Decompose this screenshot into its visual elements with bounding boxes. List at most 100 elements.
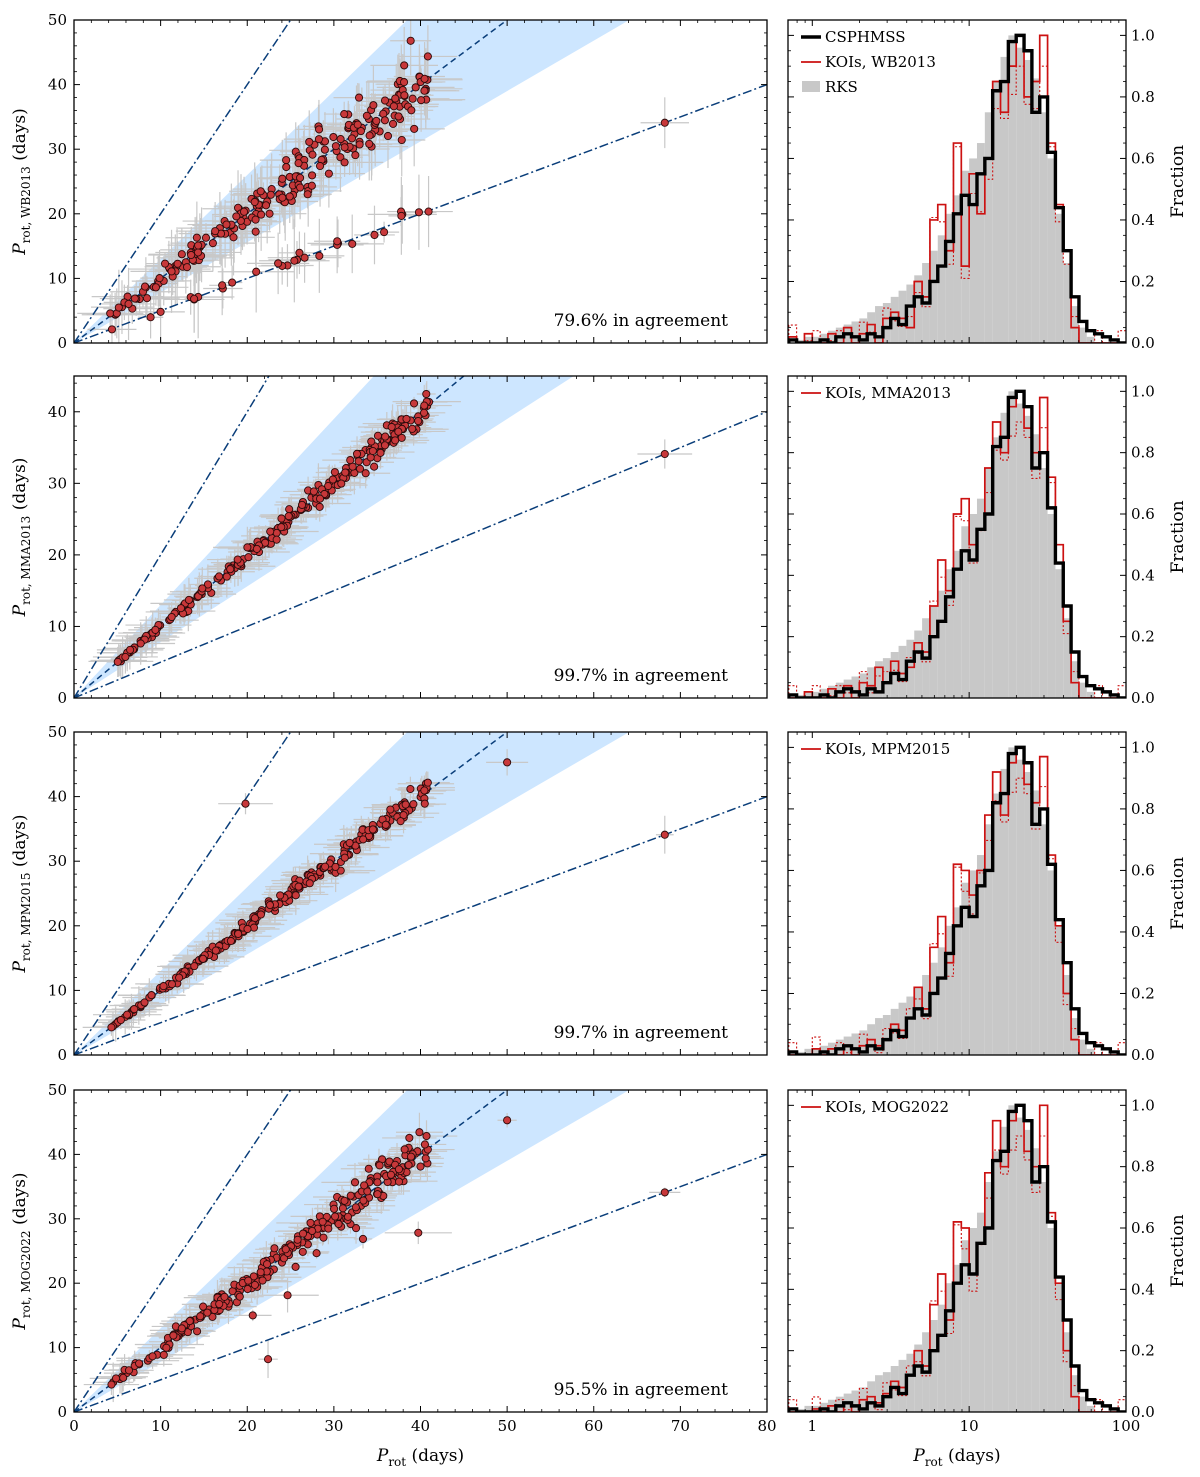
- y-tick-label: 0.0: [1131, 334, 1155, 352]
- legend-item: KOIs, MMA2013: [801, 384, 951, 402]
- rks-bar: [929, 250, 938, 343]
- data-point: [394, 1165, 404, 1174]
- data-point: [151, 625, 160, 634]
- rks-bar: [851, 1390, 860, 1412]
- y-tick-label: 1.0: [1131, 738, 1155, 756]
- data-point: [404, 1161, 413, 1170]
- data-point: [308, 171, 317, 180]
- data-point: [331, 862, 340, 871]
- data-point: [190, 962, 199, 971]
- data-point: [331, 1212, 340, 1221]
- data-point: [159, 982, 168, 991]
- rks-bar: [804, 1405, 813, 1412]
- rks-bar: [945, 569, 954, 698]
- y-tick-label: 0: [57, 334, 67, 352]
- data-point: [283, 1291, 292, 1300]
- data-point: [284, 512, 293, 521]
- rks-bar: [961, 526, 970, 698]
- rks-bar: [1063, 263, 1072, 343]
- legend-label: KOIs, MMA2013: [825, 384, 951, 402]
- y-tick-label: 0.0: [1131, 689, 1155, 707]
- plot-area: [788, 1103, 1126, 1412]
- data-point: [251, 227, 260, 236]
- data-point: [295, 248, 304, 257]
- y-label-unit: (days): [10, 814, 30, 872]
- rks-bar: [1078, 1039, 1087, 1055]
- plot-area: [788, 389, 1126, 698]
- x-tick-label: 10: [960, 1417, 979, 1435]
- data-point: [167, 980, 177, 989]
- rks-bar: [882, 1372, 891, 1412]
- y-label-subscript: rot, MPM2015: [19, 872, 33, 961]
- rks-bar: [984, 1182, 993, 1412]
- data-point: [265, 900, 275, 910]
- y-tick-label: 0.2: [1131, 984, 1155, 1002]
- data-point: [324, 169, 333, 178]
- data-point: [294, 159, 303, 168]
- rks-bar: [945, 1283, 954, 1412]
- rks-bar: [953, 907, 962, 1055]
- rks-bar: [992, 81, 1001, 343]
- y-tick-label: 10: [48, 617, 67, 635]
- rks-bar: [1016, 1117, 1025, 1412]
- csphmss-step: [788, 1103, 1126, 1412]
- x-axis-label-scatter: Prot (days): [376, 1446, 464, 1469]
- data-point: [222, 220, 231, 229]
- y-label-subscript: rot, MMA2013: [19, 516, 33, 605]
- data-point: [362, 111, 371, 120]
- data-point: [256, 187, 265, 196]
- data-point: [241, 799, 250, 808]
- data-point: [400, 78, 409, 87]
- rks-bar: [1024, 59, 1032, 343]
- rks-bar: [1000, 412, 1009, 698]
- y-tick-label: 0.0: [1131, 1046, 1155, 1064]
- rks-bar: [1078, 327, 1087, 343]
- data-point: [381, 820, 390, 829]
- data-point: [258, 1276, 267, 1285]
- rks-bar: [1071, 1018, 1079, 1055]
- rks-bar: [1047, 514, 1056, 698]
- data-point: [420, 401, 429, 410]
- data-point: [420, 799, 429, 808]
- reference-line-slope-0.5: [74, 795, 767, 1055]
- data-point: [414, 416, 423, 426]
- data-point: [281, 1245, 290, 1254]
- data-point: [279, 1254, 289, 1263]
- data-point: [243, 1285, 252, 1294]
- data-point: [116, 1015, 125, 1025]
- data-point: [318, 1217, 327, 1226]
- koi-dotted-step: [788, 777, 1126, 1055]
- rks-bar: [1039, 112, 1048, 343]
- data-point: [307, 181, 316, 190]
- agreement-text: 79.6% in agreement: [554, 311, 729, 331]
- rks-bar: [937, 947, 946, 1055]
- rks-bar: [1016, 403, 1025, 698]
- rks-bar: [1086, 1048, 1095, 1055]
- data-point: [372, 116, 381, 125]
- scatter-panel-mpm2015: 0 10 20 30 40 50 99.7% in agreement Prot, MPM20…: [10, 723, 768, 1064]
- data-point: [334, 1219, 343, 1229]
- data-point: [250, 1280, 259, 1289]
- rks-bar: [953, 195, 962, 343]
- rks-bar: [1063, 975, 1072, 1055]
- data-point: [359, 1196, 368, 1205]
- data-point: [305, 879, 314, 888]
- data-point: [420, 86, 429, 95]
- data-point: [423, 52, 432, 61]
- data-point: [336, 153, 345, 162]
- rks-bar: [906, 996, 915, 1055]
- data-point: [298, 1247, 307, 1256]
- data-point: [423, 778, 432, 787]
- reference-line-slope-2: [74, 20, 292, 343]
- y-label-symbol: P: [10, 243, 30, 256]
- data-point: [660, 830, 669, 839]
- data-point: [316, 161, 325, 171]
- data-point: [107, 1380, 116, 1389]
- data-point: [373, 1190, 382, 1199]
- csphmss-step: [788, 745, 1126, 1055]
- data-point: [155, 274, 164, 283]
- data-point: [360, 1181, 369, 1190]
- data-point: [130, 1005, 139, 1014]
- rks-bar: [906, 284, 915, 343]
- data-point: [312, 1249, 321, 1258]
